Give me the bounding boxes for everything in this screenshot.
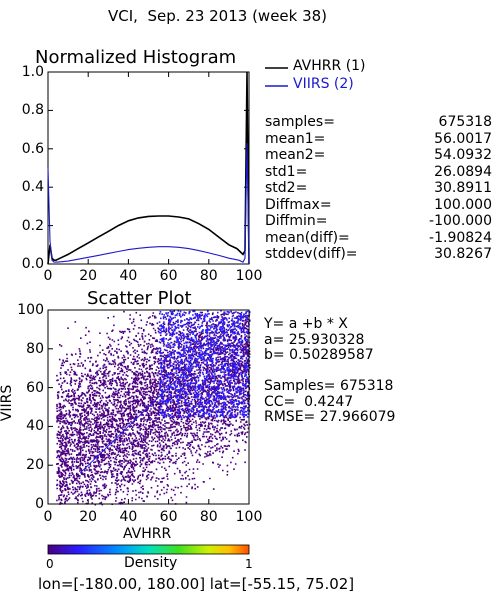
stat-value: 675318: [438, 114, 492, 130]
stat-label: mean(diff)=: [265, 229, 350, 246]
region-range: lon=[-180.00, 180.00] lat=[-55.15, 75.02…: [38, 575, 355, 593]
scatter-x-tick-label: 20: [79, 509, 98, 525]
hist-x-tick-label: 60: [159, 268, 178, 284]
hist-x-tick-label: 20: [79, 268, 98, 284]
stat-value: -1.90824: [429, 229, 492, 246]
scatter-y-tick-label: 40: [26, 418, 44, 435]
hist-y-tick-label: 0.0: [21, 256, 44, 272]
fit-stat-line: Y= a +b * X: [264, 316, 348, 332]
stat-value: 26.0894: [434, 163, 492, 180]
scatter-y-tick-label: 20: [26, 457, 44, 474]
hist-series-avhrr: [47, 71, 250, 265]
histogram-axes-frame: [47, 71, 250, 265]
scatter-density-cloud: [56, 310, 251, 506]
hist-y-tick-label: 0.6: [21, 140, 44, 157]
scatter-x-tick-label: 60: [159, 509, 178, 525]
scatter-axes-frame: [47, 309, 250, 505]
hist-series-viirs: [47, 142, 250, 265]
page-title: VCI, Sep. 23 2013 (week 38): [108, 7, 328, 25]
fit-stat-line: b= 0.50289587: [264, 347, 374, 363]
scatter-x-tick-label: 80: [199, 509, 218, 525]
scatter-title: Scatter Plot: [87, 288, 192, 309]
stat-label: samples=: [265, 114, 335, 130]
stat-value: 56.0017: [434, 130, 492, 147]
scatter-x-tick-label: 0: [43, 509, 53, 525]
hist-x-tick-label: 80: [199, 268, 218, 284]
stat-value: 54.0932: [434, 147, 492, 163]
hist-x-tick-label: 0: [43, 268, 53, 284]
fit-stat-line: Samples= 675318: [264, 378, 394, 394]
colorbar: [47, 544, 250, 555]
stat-value: 30.8267: [434, 246, 492, 262]
legend-avhrr-label: AVHRR (1): [293, 58, 366, 74]
colorbar-max-label: 1: [245, 557, 253, 571]
colorbar-min-label: 0: [46, 557, 54, 571]
scatter-x-tick-label: 100: [235, 509, 263, 525]
stat-label: std1=: [265, 163, 308, 180]
stat-label: Diffmax=: [265, 196, 332, 213]
hist-y-tick-label: 0.2: [21, 217, 44, 234]
scatter-xlabel: AVHRR: [123, 526, 172, 542]
histogram-plot: [47, 71, 250, 265]
fit-stat-line: CC= 0.4247: [264, 393, 354, 410]
hist-x-tick-label: 100: [235, 268, 263, 284]
stat-label: Diffmin=: [265, 213, 328, 229]
histogram-title: Normalized Histogram: [35, 47, 237, 68]
hist-y-tick-label: 1.0: [21, 64, 44, 80]
colorbar-label: Density: [124, 555, 178, 571]
colorbar-gradient: [47, 544, 250, 555]
stat-label: stddev(diff)=: [265, 246, 358, 262]
scatter-y-tick-label: 0: [35, 496, 44, 512]
scatter-x-tick-label: 40: [119, 509, 138, 525]
stat-value: 100.000: [434, 196, 492, 213]
stat-label: std2=: [265, 180, 308, 196]
scatter-density-core: [158, 310, 251, 419]
hist-y-tick-label: 0.4: [21, 179, 44, 196]
scatter-points: [56, 310, 251, 506]
scatter-y-tick-label: 60: [26, 379, 44, 396]
histogram-legend: [265, 67, 288, 87]
stat-value: 30.8911: [434, 180, 492, 196]
scatter-plot: [47, 309, 251, 506]
stat-value: -100.000: [429, 213, 492, 229]
legend-viirs-label: VIIRS (2): [293, 76, 354, 92]
stat-label: mean1=: [265, 130, 326, 147]
histogram-series: [47, 71, 250, 265]
stat-label: mean2=: [265, 147, 326, 163]
hist-y-tick-label: 0.8: [21, 102, 44, 119]
fit-stat-line: a= 25.930328: [264, 331, 365, 348]
scatter-ticks: [47, 309, 250, 505]
scatter-identity-line: [79, 309, 250, 474]
fit-stat-line: RMSE= 27.966079: [264, 409, 396, 425]
scatter-y-tick-label: 80: [26, 340, 44, 357]
scatter-y-tick-label: 100: [17, 302, 44, 318]
hist-x-tick-label: 40: [119, 268, 138, 284]
